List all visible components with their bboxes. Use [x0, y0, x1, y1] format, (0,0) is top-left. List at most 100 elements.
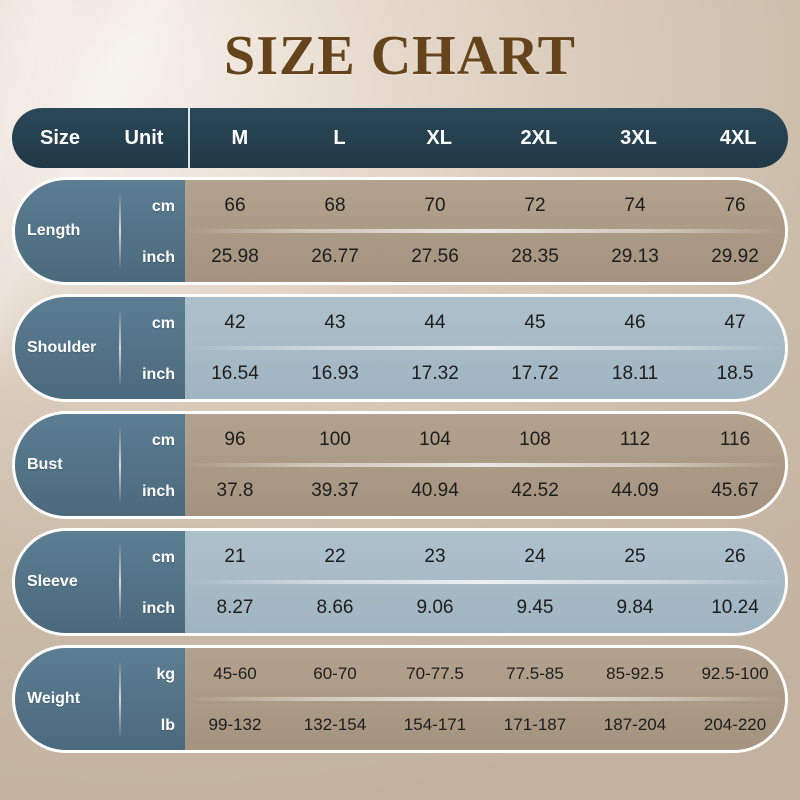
- cell-length-inch-xl: 27.56: [411, 245, 459, 267]
- row-name-bust: Bust: [27, 456, 63, 473]
- cell-bust-cm-3xl: 112: [619, 428, 651, 450]
- subrow-shoulder-inch: 16.54 16.93 17.32 17.72 18.11 18.5: [185, 348, 785, 399]
- unit-column-bust: cm inch: [127, 414, 185, 516]
- cell-shoulder-inch-2xl: 17.72: [511, 362, 559, 384]
- cell-weight-kg-2xl: 77.5-85: [506, 663, 564, 683]
- row-name-shoulder: Shoulder: [27, 339, 97, 356]
- table-header-row: Size Unit M L XL 2XL 3XL 4XL: [12, 108, 788, 168]
- unit-label-sleeve-1: inch: [142, 600, 175, 617]
- cell-sleeve-cm-xl: 23: [424, 545, 446, 567]
- cell-length-inch-4xl: 29.92: [711, 245, 759, 267]
- cell-shoulder-cm-l: 43: [324, 311, 346, 333]
- row-values-shoulder: 42 43 44 45 46 47 16.54 16.93 17.32 17.72 18.11 18.…: [185, 297, 785, 399]
- table-body: Length cm inch 66 68 70 72 74 76 25.98 26.77 27.56 2…: [12, 177, 788, 753]
- cell-bust-inch-4xl: 45.67: [711, 479, 759, 501]
- cell-weight-kg-3xl: 85-92.5: [606, 663, 664, 683]
- header-cell-4xl: 4XL: [719, 126, 757, 149]
- cell-weight-lb-3xl: 187-204: [603, 714, 667, 734]
- cell-weight-lb-l: 132-154: [303, 714, 367, 734]
- cell-bust-inch-3xl: 44.09: [611, 479, 659, 501]
- cell-sleeve-inch-m: 8.27: [216, 596, 254, 618]
- unit-column-weight: kg lb: [127, 648, 185, 750]
- header-cell-l: L: [333, 126, 346, 149]
- cell-weight-kg-4xl: 92.5-100: [701, 663, 769, 683]
- unit-label-weight-1: lb: [160, 717, 175, 734]
- cell-weight-lb-m: 99-132: [208, 714, 262, 734]
- unit-label-shoulder-0: cm: [151, 315, 175, 332]
- row-label-column-sleeve: Sleeve cm inch: [15, 531, 185, 633]
- subrow-shoulder-cm: 42 43 44 45 46 47: [185, 297, 785, 348]
- unit-label-bust-1: inch: [142, 483, 175, 500]
- cell-shoulder-inch-m: 16.54: [211, 362, 259, 384]
- size-chart-table: Size Unit M L XL 2XL 3XL 4XL Length cm inc…: [12, 108, 788, 762]
- cell-bust-cm-2xl: 108: [519, 428, 551, 450]
- header-cell-2xl: 2XL: [520, 126, 558, 149]
- cell-sleeve-inch-2xl: 9.45: [516, 596, 554, 618]
- page-title: SIZE CHART: [224, 25, 576, 87]
- unit-column-sleeve: cm inch: [127, 531, 185, 633]
- header-cell-m: M: [231, 126, 249, 149]
- cell-bust-inch-m: 37.8: [216, 479, 254, 501]
- label-divider-shoulder: [119, 311, 121, 385]
- cell-weight-lb-2xl: 171-187: [503, 714, 567, 734]
- subrow-weight-lb: 99-132 132-154 154-171 171-187 187-204 204-22…: [185, 699, 785, 750]
- cell-length-inch-2xl: 28.35: [511, 245, 559, 267]
- unit-column-length: cm inch: [127, 180, 185, 282]
- subrow-bust-cm: 96 100 104 108 112 116: [185, 414, 785, 465]
- cell-bust-cm-l: 100: [319, 428, 351, 450]
- unit-column-shoulder: cm inch: [127, 297, 185, 399]
- cell-length-cm-3xl: 74: [624, 194, 646, 216]
- table-row: Length cm inch 66 68 70 72 74 76 25.98 26.77 27.56 2…: [12, 177, 788, 285]
- header-unit-label: Unit: [124, 126, 164, 149]
- cell-weight-kg-m: 45-60: [213, 663, 257, 683]
- cell-length-inch-3xl: 29.13: [611, 245, 659, 267]
- cell-bust-inch-2xl: 42.52: [511, 479, 559, 501]
- cell-sleeve-inch-xl: 9.06: [416, 596, 454, 618]
- table-row: Bust cm inch 96 100 104 108 112 116 37.8 39.37 40.9…: [12, 411, 788, 519]
- table-row: Shoulder cm inch 42 43 44 45 46 47 16.54 16.93 17.3…: [12, 294, 788, 402]
- row-name-sleeve: Sleeve: [27, 573, 78, 590]
- cell-length-cm-2xl: 72: [524, 194, 546, 216]
- cell-shoulder-inch-xl: 17.32: [411, 362, 459, 384]
- row-label-column-shoulder: Shoulder cm inch: [15, 297, 185, 399]
- cell-sleeve-cm-4xl: 26: [724, 545, 746, 567]
- cell-sleeve-inch-3xl: 9.84: [616, 596, 654, 618]
- cell-weight-lb-4xl: 204-220: [703, 714, 767, 734]
- unit-label-length-0: cm: [151, 198, 175, 215]
- cell-weight-kg-xl: 70-77.5: [406, 663, 464, 683]
- cell-length-cm-l: 68: [324, 194, 346, 216]
- row-name-length: Length: [27, 222, 81, 239]
- cell-bust-inch-l: 39.37: [311, 479, 359, 501]
- label-divider-bust: [119, 428, 121, 502]
- cell-shoulder-inch-l: 16.93: [311, 362, 359, 384]
- header-cell-3xl: 3XL: [620, 126, 657, 149]
- row-name-weight: Weight: [27, 690, 81, 707]
- row-values-length: 66 68 70 72 74 76 25.98 26.77 27.56 28.35 29.13 29.…: [185, 180, 785, 282]
- subrow-length-inch: 25.98 26.77 27.56 28.35 29.13 29.92: [185, 231, 785, 282]
- label-divider-length: [119, 194, 121, 268]
- cell-length-cm-m: 66: [224, 194, 246, 216]
- unit-label-sleeve-0: cm: [151, 549, 175, 566]
- cell-bust-cm-m: 96: [224, 428, 246, 450]
- table-row: Weight kg lb 45-60 60-70 70-77.5 77.5-85 85-92.…: [12, 645, 788, 753]
- header-cell-xl: XL: [426, 126, 452, 149]
- subrow-weight-kg: 45-60 60-70 70-77.5 77.5-85 85-92.5 92.5-100: [185, 648, 785, 699]
- unit-label-weight-0: kg: [156, 666, 175, 683]
- cell-sleeve-cm-3xl: 25: [624, 545, 646, 567]
- cell-length-inch-m: 25.98: [211, 245, 259, 267]
- cell-shoulder-cm-3xl: 46: [624, 311, 646, 333]
- cell-shoulder-cm-2xl: 45: [524, 311, 546, 333]
- cell-sleeve-cm-l: 22: [324, 545, 346, 567]
- row-values-weight: 45-60 60-70 70-77.5 77.5-85 85-92.5 92.5-100 9…: [185, 648, 785, 750]
- subrow-bust-inch: 37.8 39.37 40.94 42.52 44.09 45.67: [185, 465, 785, 516]
- cell-weight-kg-l: 60-70: [313, 663, 357, 683]
- cell-length-inch-l: 26.77: [311, 245, 359, 267]
- row-values-sleeve: 21 22 23 24 25 26 8.27 8.66 9.06 9.45 9.84 10.24: [185, 531, 785, 633]
- table-row: Sleeve cm inch 21 22 23 24 25 26 8.27 8.66 9.06 9.45…: [12, 528, 788, 636]
- cell-sleeve-inch-l: 8.66: [316, 596, 354, 618]
- unit-label-shoulder-1: inch: [142, 366, 175, 383]
- cell-sleeve-cm-m: 21: [224, 545, 246, 567]
- subrow-sleeve-cm: 21 22 23 24 25 26: [185, 531, 785, 582]
- row-label-column-length: Length cm inch: [15, 180, 185, 282]
- cell-length-cm-xl: 70: [424, 194, 446, 216]
